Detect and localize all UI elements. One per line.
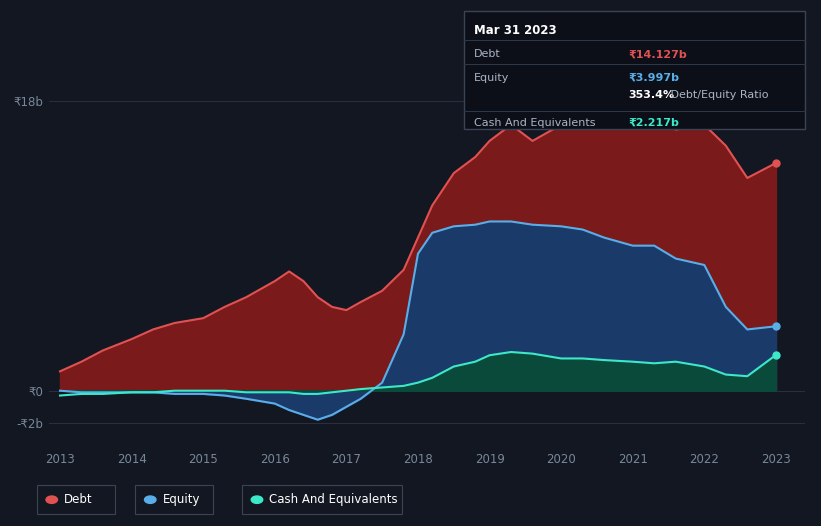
Text: Debt: Debt [64, 493, 93, 506]
Text: ₹14.127b: ₹14.127b [628, 49, 687, 59]
Text: Debt/Equity Ratio: Debt/Equity Ratio [667, 89, 769, 99]
Text: Cash And Equivalents: Cash And Equivalents [474, 118, 595, 128]
Text: Cash And Equivalents: Cash And Equivalents [269, 493, 398, 506]
Text: Mar 31 2023: Mar 31 2023 [474, 24, 557, 37]
Text: ₹2.217b: ₹2.217b [628, 118, 679, 128]
Text: Debt: Debt [474, 49, 501, 59]
Text: Equity: Equity [474, 73, 509, 83]
Text: Equity: Equity [163, 493, 200, 506]
Text: 353.4%: 353.4% [628, 89, 674, 99]
Text: ₹3.997b: ₹3.997b [628, 73, 679, 83]
